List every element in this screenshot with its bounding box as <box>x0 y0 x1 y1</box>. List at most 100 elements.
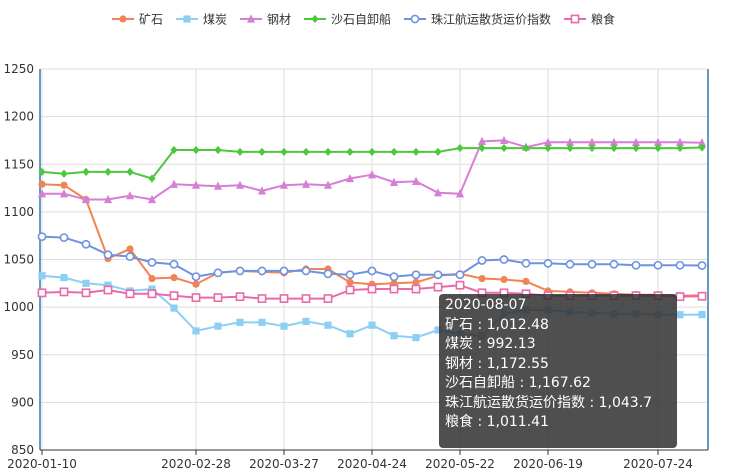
data-point <box>411 270 421 280</box>
legend-marker <box>183 15 191 23</box>
x-tick-label: 2020-06-19 <box>513 457 583 471</box>
data-point <box>37 189 47 198</box>
data-point <box>103 194 113 204</box>
data-point <box>412 334 420 342</box>
data-point <box>412 147 420 156</box>
data-point <box>411 176 421 185</box>
data-point <box>433 188 443 197</box>
data-point <box>126 167 134 176</box>
data-point <box>500 275 508 284</box>
data-point <box>280 147 288 156</box>
data-point <box>675 260 685 270</box>
data-point <box>345 173 355 183</box>
data-point <box>455 270 465 280</box>
data-point <box>653 260 663 270</box>
data-point <box>610 143 618 153</box>
data-point <box>301 294 311 303</box>
tooltip-line-grain: 粮食 : 1,011.41 <box>445 414 549 430</box>
data-point <box>609 259 619 269</box>
data-point <box>192 145 200 155</box>
data-point <box>257 294 267 303</box>
data-point <box>302 317 310 326</box>
data-point <box>522 277 530 286</box>
legend-label: 珠江航运散货运价指数 <box>431 12 551 27</box>
legend-item-0: 矿石 <box>112 13 163 27</box>
data-point <box>698 311 706 319</box>
data-point <box>192 327 200 335</box>
data-point <box>631 260 641 270</box>
data-point <box>345 270 355 280</box>
data-point <box>389 177 399 186</box>
legend-item-5: 粮食 <box>564 12 615 27</box>
data-point <box>455 280 465 290</box>
data-point <box>257 186 267 195</box>
data-point <box>235 180 245 189</box>
data-point <box>170 304 178 312</box>
data-point <box>456 143 464 153</box>
data-point <box>543 137 553 146</box>
data-point <box>59 233 69 242</box>
y-tick-label: 1000 <box>3 300 34 314</box>
data-point <box>631 137 641 146</box>
data-point <box>148 274 156 283</box>
data-point <box>698 143 706 152</box>
data-point <box>544 143 552 153</box>
data-point <box>697 291 707 301</box>
y-tick-label: 1150 <box>3 157 34 171</box>
data-point <box>390 147 398 156</box>
data-point <box>675 137 685 146</box>
data-point <box>434 326 442 334</box>
tooltip-line-sand-dumper: 沙石自卸船 : 1,167.62 <box>445 375 591 391</box>
data-point <box>566 143 574 153</box>
data-point <box>38 180 46 188</box>
data-point <box>147 257 157 267</box>
data-point <box>236 318 244 326</box>
data-point <box>214 322 222 330</box>
data-point <box>632 143 640 153</box>
data-point <box>676 143 684 153</box>
data-point <box>236 147 244 156</box>
data-point <box>478 274 486 283</box>
data-point <box>367 170 377 179</box>
data-point <box>103 285 113 295</box>
data-point <box>653 137 663 146</box>
legend-marker <box>410 14 420 24</box>
data-point <box>213 268 223 278</box>
data-point <box>323 180 333 189</box>
data-point <box>346 330 354 338</box>
data-point <box>126 245 134 253</box>
legend-label: 沙石自卸船 <box>331 12 391 27</box>
data-point <box>434 147 442 156</box>
data-point <box>60 181 68 189</box>
data-point <box>411 284 421 294</box>
tooltip-line-coal: 煤炭 : 992.13 <box>445 336 536 352</box>
legend-marker <box>570 14 580 24</box>
data-point <box>191 180 201 189</box>
data-point <box>82 167 90 176</box>
data-point <box>60 273 68 282</box>
data-point <box>192 280 200 288</box>
y-tick-label: 900 <box>11 395 34 409</box>
data-point <box>258 318 266 326</box>
tooltip-line-steel: 钢材 : 1,172.55 <box>445 355 549 372</box>
x-tick-label: 2020-04-24 <box>337 457 407 471</box>
data-point <box>191 272 201 282</box>
data-point <box>587 137 597 146</box>
data-point <box>125 191 135 200</box>
data-point <box>433 282 443 292</box>
data-point <box>38 272 46 280</box>
data-point <box>323 269 333 279</box>
data-point <box>367 284 377 294</box>
data-point <box>346 147 354 156</box>
legend-item-3: 沙石自卸船 <box>304 12 391 27</box>
data-point <box>654 143 662 153</box>
legend-label: 钢材 <box>267 13 291 27</box>
data-point <box>169 259 179 269</box>
data-point <box>169 291 179 301</box>
data-point <box>478 143 486 153</box>
data-point <box>235 292 245 302</box>
data-point <box>279 294 289 303</box>
data-point <box>588 143 596 153</box>
data-point <box>367 266 377 276</box>
data-point <box>389 272 399 282</box>
